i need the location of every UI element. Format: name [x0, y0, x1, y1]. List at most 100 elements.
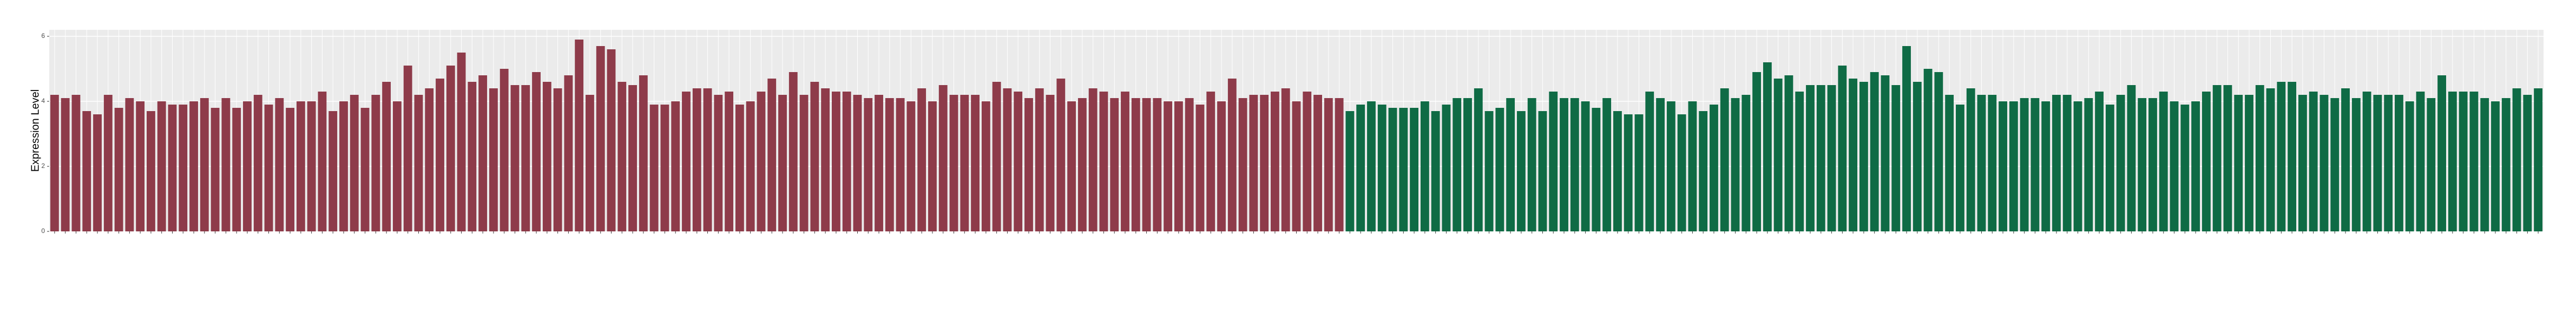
- bar: [1014, 92, 1023, 231]
- bar: [1474, 88, 1483, 231]
- bar: [821, 88, 830, 231]
- bar: [2052, 95, 2061, 231]
- bar: [981, 101, 990, 231]
- bar: [2212, 85, 2222, 231]
- bar: [1495, 108, 1504, 231]
- bar: [2341, 88, 2350, 231]
- bar: [1527, 98, 1536, 231]
- bar: [1827, 85, 1836, 231]
- bar: [596, 46, 605, 231]
- bar: [1024, 98, 1033, 231]
- bar: [2373, 95, 2382, 231]
- bar: [2127, 85, 2136, 231]
- bar: [992, 82, 1001, 231]
- bar: [639, 75, 648, 231]
- bar: [735, 105, 744, 231]
- bar: [50, 95, 59, 231]
- bar: [1688, 101, 1697, 231]
- bar: [1249, 95, 1258, 231]
- bar: [1581, 101, 1590, 231]
- bar: [446, 66, 455, 231]
- bar: [1131, 98, 1140, 231]
- bar: [500, 69, 509, 231]
- bar: [2084, 98, 2093, 231]
- bar: [628, 85, 637, 231]
- bar: [296, 101, 305, 231]
- bar: [1121, 92, 1129, 231]
- bar: [211, 108, 220, 231]
- bar: [2469, 92, 2479, 231]
- bar: [2105, 105, 2114, 231]
- bar: [2062, 95, 2072, 231]
- bar: [2202, 92, 2211, 231]
- bar: [1891, 85, 1901, 231]
- bar: [1367, 101, 1376, 231]
- bar: [1313, 95, 1322, 231]
- bar: [1677, 114, 1686, 231]
- bar: [842, 92, 851, 231]
- bar: [360, 108, 370, 231]
- bar: [1410, 108, 1419, 231]
- bar: [1185, 98, 1194, 231]
- bar: [746, 101, 755, 231]
- bar: [425, 88, 434, 231]
- bar: [703, 88, 712, 231]
- bar: [1164, 101, 1173, 231]
- bar: [2159, 92, 2168, 231]
- bar: [1142, 98, 1151, 231]
- bar: [189, 101, 198, 231]
- bar: [1570, 98, 1579, 231]
- bar: [2330, 98, 2340, 231]
- bar: [1238, 98, 1247, 231]
- bar: [1431, 111, 1440, 231]
- bar: [179, 105, 188, 231]
- bar: [328, 111, 338, 231]
- bar: [1881, 75, 1890, 231]
- bar: [2362, 92, 2371, 231]
- bar: [1035, 88, 1044, 231]
- bar: [414, 95, 423, 231]
- bar: [2138, 98, 2147, 231]
- bar: [1174, 101, 1183, 231]
- bar: [2437, 75, 2446, 231]
- bar: [339, 101, 348, 231]
- bar: [221, 98, 231, 231]
- bar: [157, 101, 166, 231]
- bar: [1303, 92, 1312, 231]
- bar: [2512, 88, 2521, 231]
- bar: [200, 98, 209, 231]
- bar: [403, 66, 412, 231]
- bar: [436, 79, 444, 231]
- bar: [1934, 72, 1943, 231]
- bar: [1795, 92, 1804, 231]
- bar: [275, 98, 284, 231]
- bar: [1913, 82, 1922, 231]
- bar: [960, 95, 969, 231]
- bar: [286, 108, 294, 231]
- bar: [125, 98, 134, 231]
- bar: [725, 92, 734, 231]
- bar: [2395, 95, 2403, 231]
- bar: [1806, 85, 1815, 231]
- bar: [617, 82, 627, 231]
- bar: [1613, 111, 1622, 231]
- y-axis-label: Expression Level: [29, 89, 41, 172]
- bar: [2277, 82, 2286, 231]
- bar: [2384, 95, 2393, 231]
- bar: [1816, 85, 1825, 231]
- bar: [757, 92, 766, 231]
- y-tick-label: 4: [41, 97, 45, 105]
- bar: [788, 72, 798, 231]
- bar: [767, 79, 777, 231]
- bar: [2351, 98, 2361, 231]
- bar: [938, 85, 948, 231]
- bar: [1849, 79, 1858, 231]
- bar: [1260, 95, 1269, 231]
- bar: [1999, 101, 2007, 231]
- bar: [71, 95, 81, 231]
- bar: [82, 111, 91, 231]
- bar: [1516, 111, 1526, 231]
- bar: [682, 92, 691, 231]
- bar: [896, 98, 905, 231]
- bar: [1217, 101, 1226, 231]
